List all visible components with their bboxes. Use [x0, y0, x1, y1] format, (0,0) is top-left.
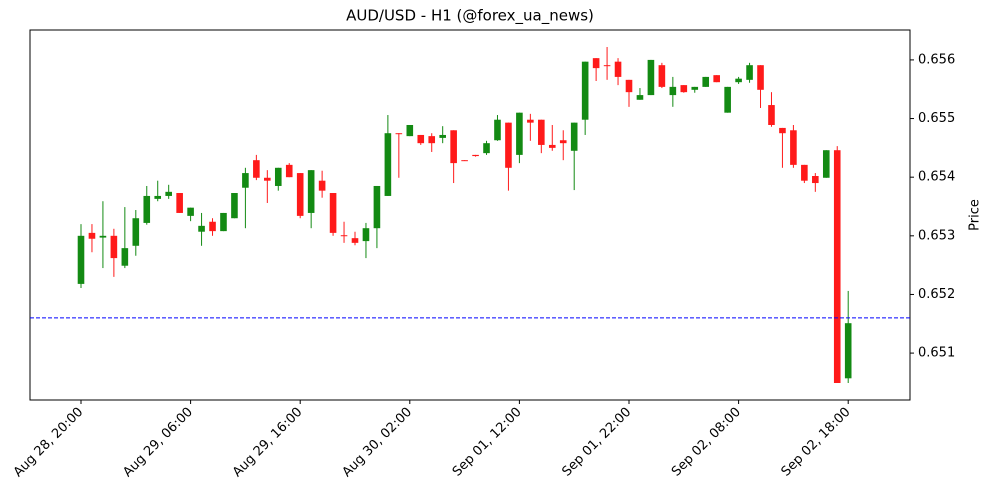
candle-body — [779, 127, 786, 134]
candle-body — [625, 79, 633, 93]
y-tick-label: 0.653 — [918, 228, 955, 243]
candle-body — [505, 122, 512, 168]
candle-body — [198, 225, 205, 232]
candle-body — [680, 85, 688, 93]
x-tick-label: Aug 30, 02:00 — [340, 405, 416, 481]
candle-body — [351, 238, 359, 243]
candle-body — [735, 78, 742, 83]
candle-body — [253, 160, 260, 178]
candle-body — [307, 170, 315, 213]
candle-body — [812, 176, 819, 184]
candle-body — [691, 86, 699, 90]
candle-body — [844, 323, 852, 379]
candle-body — [658, 65, 666, 87]
x-tick-label: Sep 02, 18:00 — [779, 405, 854, 480]
candle-body — [318, 180, 326, 191]
x-tick-label: Sep 01, 12:00 — [450, 405, 525, 480]
y-axis-label: Price — [968, 199, 983, 231]
candle-body — [516, 112, 523, 155]
candle-body — [614, 61, 622, 77]
candle-body — [592, 58, 600, 69]
candle-body — [384, 133, 392, 196]
candle-body — [88, 232, 96, 239]
candle-body — [121, 248, 129, 266]
candle-body — [724, 86, 731, 113]
candle-body — [406, 124, 414, 137]
y-tick-label: 0.654 — [918, 170, 955, 185]
candle-body — [329, 193, 337, 233]
candle-body — [713, 75, 720, 83]
candle-body — [790, 130, 797, 165]
candle-body — [176, 193, 183, 213]
x-tick-label: Sep 02, 08:00 — [669, 405, 744, 480]
candle-body — [209, 221, 216, 232]
candle-body — [636, 95, 644, 100]
candle-body — [570, 122, 578, 151]
candle-body — [450, 130, 457, 164]
candle-body — [439, 134, 446, 138]
candle-body — [165, 191, 172, 196]
x-tick-label: Aug 29, 16:00 — [230, 405, 306, 481]
candle-body — [483, 143, 490, 154]
x-tick-label: Sep 01, 22:00 — [559, 405, 634, 480]
candle-body — [187, 207, 194, 216]
candle-body — [833, 150, 841, 383]
y-tick-label: 0.652 — [918, 287, 955, 302]
candle-body — [603, 65, 611, 67]
candle-body — [285, 164, 293, 178]
candle-body — [461, 160, 468, 162]
candle-body — [768, 105, 775, 125]
candle-body — [702, 76, 710, 87]
candle-body — [822, 150, 830, 178]
candle-body — [143, 195, 151, 223]
candle-body — [757, 65, 764, 90]
candle-body — [362, 228, 370, 242]
candle-body — [669, 86, 677, 96]
plot-frame — [29, 29, 911, 401]
candle-body — [242, 173, 249, 188]
candle-body — [417, 134, 425, 144]
candle-body — [527, 119, 534, 123]
x-tick-label: Aug 28, 20:00 — [11, 405, 87, 481]
candle-body — [99, 235, 107, 238]
candle-body — [647, 59, 655, 96]
candle-body — [110, 235, 118, 259]
candle-body — [581, 61, 589, 120]
chart-title: AUD/USD - H1 (@forex_ua_news) — [346, 7, 594, 26]
y-tick-label: 0.651 — [918, 346, 955, 361]
candle-body — [746, 65, 753, 80]
candle-body — [548, 144, 556, 148]
candle-body — [274, 167, 282, 186]
candle-body — [559, 140, 567, 144]
candle-body — [231, 193, 238, 219]
candle-body — [373, 185, 381, 229]
candle-body — [494, 119, 501, 141]
candle-body — [296, 173, 304, 216]
y-tick-label: 0.656 — [918, 52, 955, 67]
candle-body — [472, 154, 479, 157]
y-tick-label: 0.655 — [918, 111, 955, 126]
x-tick-label: Aug 29, 06:00 — [120, 405, 196, 481]
candle-body — [340, 235, 348, 237]
candle-body — [77, 235, 85, 284]
candle-body — [801, 164, 808, 181]
candle-body — [428, 136, 436, 144]
candle-body — [538, 119, 545, 145]
candle-body — [220, 212, 227, 232]
candle-body — [264, 177, 271, 181]
candle-body — [132, 218, 140, 246]
candle-body — [154, 195, 162, 199]
candle-body — [395, 133, 403, 135]
